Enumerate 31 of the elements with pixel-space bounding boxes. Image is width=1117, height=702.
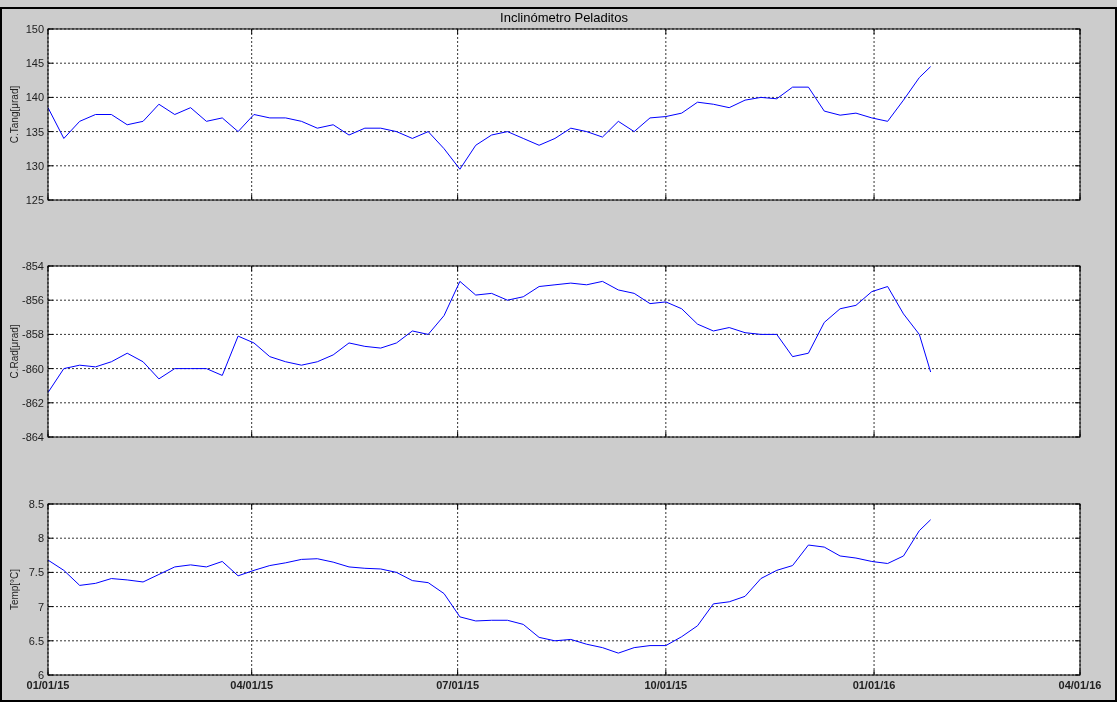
chart-title: Inclinómetro Peladitos <box>500 10 629 25</box>
y-tick-label: -858 <box>21 328 44 341</box>
y-tick-label: -854 <box>21 260 44 272</box>
y-tick-label: 7.5 <box>28 566 44 579</box>
y-tick-label: 8.5 <box>28 498 44 510</box>
y-tick-label: 125 <box>25 194 44 206</box>
y-tick-label: 8 <box>37 532 44 545</box>
line-series <box>47 519 932 654</box>
y-tick-label: 7 <box>37 600 44 613</box>
line-series <box>47 280 932 394</box>
y-axis-title: C.Rad[μrad] <box>9 324 20 379</box>
x-tick-label: 07/01/15 <box>436 679 480 691</box>
y-axis-title: Temp[°C] <box>9 568 20 611</box>
y-tick-label: 6 <box>37 669 44 681</box>
y-tick-label: 6.5 <box>28 634 44 647</box>
y-tick-label: 130 <box>25 159 44 172</box>
x-tick-label: 01/01/15 <box>26 679 70 691</box>
line-series <box>47 66 932 170</box>
y-tick-label: -856 <box>21 294 44 307</box>
x-tick-label: 04/01/15 <box>230 679 274 691</box>
y-axis-title: C.Tang[μrad] <box>9 85 20 144</box>
x-tick-label: 01/01/16 <box>852 679 896 691</box>
y-tick-label: 150 <box>25 23 44 35</box>
y-tick-label: 145 <box>25 57 44 70</box>
x-tick-label: 10/01/15 <box>644 679 688 691</box>
y-tick-label: 140 <box>25 91 44 104</box>
x-tick-label: 04/01/16 <box>1058 679 1102 691</box>
y-tick-label: 135 <box>25 125 44 138</box>
y-tick-label: -864 <box>21 431 44 443</box>
y-tick-label: -862 <box>21 396 44 409</box>
y-tick-label: -860 <box>21 362 44 375</box>
